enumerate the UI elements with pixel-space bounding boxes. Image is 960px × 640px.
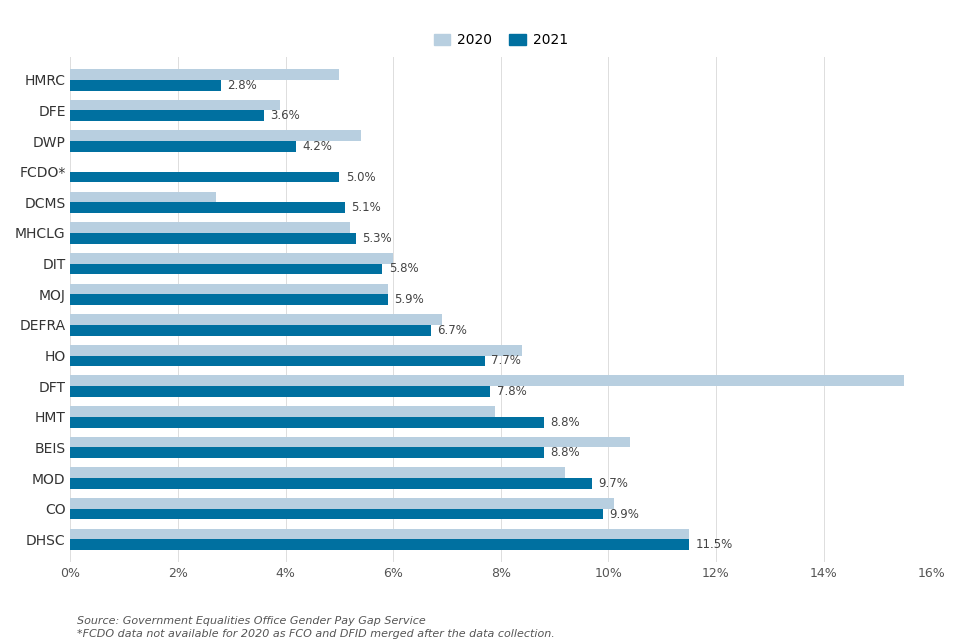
Text: 5.8%: 5.8% [389,262,419,275]
Bar [70,284,388,294]
Bar [70,540,689,550]
Bar [70,222,350,233]
Bar [70,172,340,182]
Bar [70,529,689,540]
Text: 4.2%: 4.2% [302,140,333,153]
Text: 5.1%: 5.1% [351,201,381,214]
Bar [70,253,394,264]
Bar [70,498,613,509]
Text: 11.5%: 11.5% [696,538,732,551]
Bar [70,131,361,141]
Text: 9.9%: 9.9% [610,508,639,520]
Text: 5.0%: 5.0% [346,171,375,184]
Bar [70,80,221,90]
Bar [70,376,904,386]
Bar [70,447,543,458]
Text: 5.3%: 5.3% [362,232,392,245]
Bar [70,509,603,520]
Text: 3.6%: 3.6% [271,109,300,122]
Text: 2.8%: 2.8% [228,79,257,92]
Legend: 2020, 2021: 2020, 2021 [434,33,567,47]
Text: 9.7%: 9.7% [599,477,629,490]
Bar [70,111,264,121]
Text: 7.7%: 7.7% [492,355,521,367]
Bar [70,356,485,366]
Bar [70,325,431,335]
Text: 7.8%: 7.8% [496,385,526,398]
Text: 8.8%: 8.8% [550,446,580,460]
Text: *FCDO data not available for 2020 as FCO and DFID merged after the data collecti: *FCDO data not available for 2020 as FCO… [77,628,555,639]
Bar [70,417,543,428]
Text: 5.9%: 5.9% [395,293,424,306]
Bar [70,294,388,305]
Bar [70,100,280,111]
Bar [70,264,382,275]
Bar [70,191,216,202]
Bar [70,69,340,80]
Bar [70,436,630,447]
Bar [70,345,522,356]
Bar [70,478,592,489]
Bar [70,467,565,478]
Text: 8.8%: 8.8% [550,415,580,429]
Bar [70,314,442,325]
Bar [70,233,355,244]
Text: 6.7%: 6.7% [438,324,468,337]
Bar [70,386,490,397]
Bar [70,406,495,417]
Bar [70,202,345,213]
Bar [70,141,297,152]
Text: Source: Government Equalities Office Gender Pay Gap Service: Source: Government Equalities Office Gen… [77,616,425,626]
